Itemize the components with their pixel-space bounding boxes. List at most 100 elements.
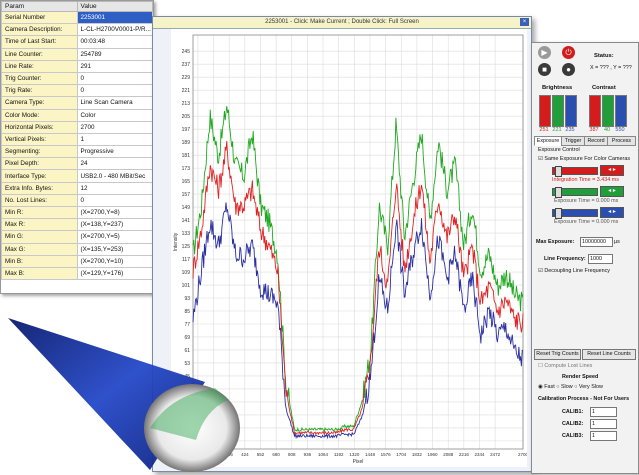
param-row[interactable]: Min R: (X=2700,Y=8) <box>1 205 153 220</box>
param-key: Segmenting: <box>1 145 78 159</box>
series-line <box>192 106 524 433</box>
same-exposure-checkbox[interactable]: ☑ Same Exposure For Color Cameras <box>538 156 631 162</box>
tab-exposure[interactable]: Exposure <box>534 136 562 146</box>
param-row[interactable]: Min G: (X=2700,Y=5) <box>1 230 153 244</box>
param-row[interactable]: Trig Counter: 0 <box>1 71 153 86</box>
exposure-green-slider[interactable] <box>552 187 598 198</box>
y-tick-label: 197 <box>182 127 191 133</box>
y-tick-label: 245 <box>182 49 191 55</box>
param-row[interactable]: Line Rate: 291 <box>1 59 153 73</box>
speed-slow-radio[interactable]: ○ Slow <box>556 384 573 390</box>
param-row[interactable]: Max G: (X=135,Y=253) <box>1 242 153 256</box>
contrast-red-slider[interactable] <box>589 95 601 127</box>
close-icon[interactable]: × <box>520 18 529 26</box>
max-exposure-input[interactable]: 10000000 <box>580 237 613 247</box>
y-tick-label: 69 <box>184 335 190 341</box>
decoupling-checkbox[interactable]: ☑ Decoupling Line Frequency <box>538 268 610 274</box>
line-frequency-label: Line Frequency: <box>544 256 586 262</box>
param-row[interactable]: Max B: (X=129,Y=176) <box>1 266 153 281</box>
param-key: Interface Type: <box>1 169 78 183</box>
param-row[interactable]: Min B: (X=2700,Y=10) <box>1 254 153 268</box>
param-key: Camera Type: <box>1 96 78 110</box>
plot-window[interactable]: 2253001 - Click: Make Current ; Double C… <box>152 16 532 472</box>
brightness-blue-slider[interactable] <box>565 95 577 127</box>
record-icon[interactable]: ● <box>562 63 575 76</box>
x-tick-label: 40 <box>195 452 201 457</box>
param-value: (X=135,Y=253) <box>76 242 153 256</box>
param-row[interactable]: Trig Rate: 0 <box>1 84 153 98</box>
reset-trig-counts-button[interactable]: Reset Trig Counts <box>534 349 581 360</box>
exposure-blue-stepper[interactable]: ◂ ▸ <box>600 207 624 218</box>
x-axis-label: Pixel <box>353 459 364 465</box>
calib2-input[interactable]: 1 <box>590 419 617 429</box>
param-row[interactable]: Segmenting: Progressive <box>1 145 153 159</box>
param-key: Trig Counter: <box>1 71 78 86</box>
line-frequency-input[interactable]: 1000 <box>588 254 613 264</box>
param-row[interactable]: No. Lost Lines: 0 <box>1 193 153 208</box>
param-row[interactable]: Vertical Pixels: 1 <box>1 132 153 147</box>
param-value: (X=2700,Y=5) <box>76 230 153 244</box>
param-row[interactable]: Max R: (X=138,Y=237) <box>1 218 153 232</box>
param-column-header[interactable]: Param <box>1 1 78 12</box>
param-row[interactable]: Time of Last Start: 00:03:48 <box>1 35 153 49</box>
y-tick-label: 5 <box>187 439 190 445</box>
calib3-input[interactable]: 1 <box>590 431 617 441</box>
value-column-header[interactable]: Value <box>76 1 153 12</box>
x-tick-label: 2344 <box>474 452 485 457</box>
param-row[interactable]: Extra Info. Bytes: 12 <box>1 181 153 195</box>
exposure-red-slider[interactable] <box>552 166 598 177</box>
param-row[interactable]: Horizontal Pixels: 2700 <box>1 120 153 134</box>
param-row[interactable]: Serial Number 2253001 <box>1 10 153 25</box>
y-tick-label: 85 <box>184 309 190 315</box>
exposure-blue-slider[interactable] <box>552 208 598 219</box>
render-speed-options[interactable]: ◉ Fast ○ Slow ○ Very Slow <box>538 384 603 390</box>
brightness-green-slider[interactable] <box>552 95 564 127</box>
tab-record[interactable]: Record <box>584 136 608 146</box>
y-tick-label: 165 <box>182 179 191 185</box>
compute-lost-lines-checkbox[interactable]: ☐ Compute Lost Lines <box>538 363 593 369</box>
brightness-red-value: 251 <box>539 127 549 133</box>
y-tick-label: 173 <box>182 166 191 172</box>
reset-line-counts-button[interactable]: Reset Line Counts <box>582 349 636 360</box>
param-row[interactable]: Interface Type: USB2.0 - 480 MBit/Sec <box>1 169 153 183</box>
intensity-chart-svg[interactable]: 245 237 229 221 213 205 197 189 181 173 165 157 149 1… <box>171 29 527 467</box>
param-key: Line Rate: <box>1 59 78 73</box>
parameter-table: Param Value Serial Number 2253001 Camera D… <box>1 1 153 281</box>
param-key: Serial Number <box>1 10 78 25</box>
param-row[interactable]: Camera Type: Line Scan Camera <box>1 96 153 110</box>
y-tick-label: 229 <box>182 75 191 81</box>
y-tick-label: 133 <box>182 231 191 237</box>
tab-trigger[interactable]: Trigger <box>561 136 585 146</box>
play-icon[interactable]: ▶ <box>538 46 551 59</box>
param-key: Horizontal Pixels: <box>1 120 78 134</box>
slider-knob[interactable] <box>555 187 562 198</box>
slider-knob[interactable] <box>555 166 562 177</box>
intensity-plot[interactable]: 245 237 229 221 213 205 197 189 181 173 165 157 149 1… <box>171 29 527 467</box>
status-value: X = ??? , Y = ??? <box>590 65 632 71</box>
exposure-red-stepper[interactable]: ◂ ▸ <box>600 165 624 176</box>
speed-very-slow-radio[interactable]: ○ Very Slow <box>574 384 603 390</box>
speed-fast-radio[interactable]: ◉ Fast <box>538 384 555 390</box>
param-row[interactable]: Pixel Depth: 24 <box>1 157 153 171</box>
stop-icon[interactable]: ■ <box>538 63 551 76</box>
series-line <box>192 202 524 440</box>
slider-knob[interactable] <box>555 208 562 219</box>
y-tick-label: 125 <box>182 244 191 250</box>
param-value: (X=129,Y=176) <box>76 266 153 281</box>
param-key: Min B: <box>1 254 78 268</box>
param-row[interactable]: Camera Description: L-CL-H2700V0001-P/R..… <box>1 23 153 37</box>
param-row[interactable]: Line Counter: 254789 <box>1 47 153 61</box>
power-icon[interactable]: ⏻ <box>562 46 575 59</box>
contrast-blue-slider[interactable] <box>615 95 627 127</box>
param-key: Time of Last Start: <box>1 35 78 49</box>
exposure-green-stepper[interactable]: ◂ ▸ <box>600 186 624 197</box>
tab-process[interactable]: Process <box>607 136 636 146</box>
brightness-red-slider[interactable] <box>539 95 551 127</box>
contrast-green-value: 40 <box>603 127 611 133</box>
x-tick-label: 296 <box>225 452 233 457</box>
contrast-blue-value: 550 <box>615 127 625 133</box>
calib1-input[interactable]: 1 <box>590 407 617 417</box>
param-row[interactable]: Color Mode: Color <box>1 108 153 122</box>
contrast-green-slider[interactable] <box>602 95 614 127</box>
plot-title-bar[interactable]: 2253001 - Click: Make Current ; Double C… <box>153 17 531 29</box>
